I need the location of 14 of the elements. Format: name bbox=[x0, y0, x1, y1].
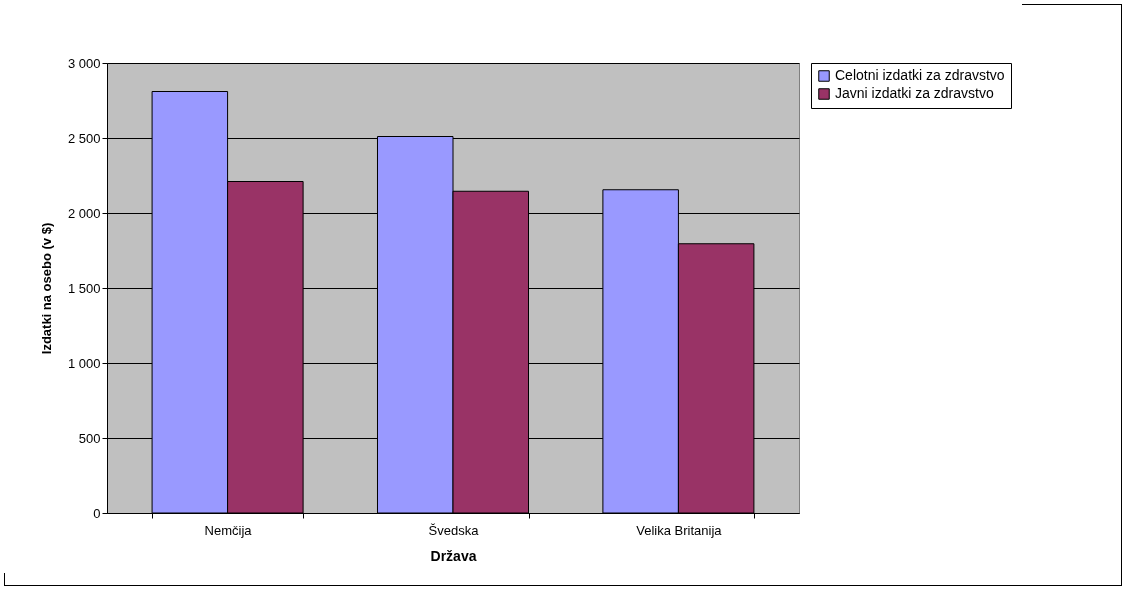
x-tick-label: Velika Britanija bbox=[636, 522, 723, 538]
x-axis-title: Država bbox=[430, 547, 477, 564]
legend-label: Celotni izdatki za zdravstvo bbox=[835, 67, 1005, 83]
y-tick-label: 2 500 bbox=[67, 130, 101, 146]
y-tick-label: 2 000 bbox=[67, 205, 101, 221]
legend-label: Javni izdatki za zdravstvo bbox=[835, 85, 994, 101]
y-tick-label: 0 bbox=[93, 505, 101, 521]
x-tick-label: Nemčija bbox=[204, 522, 253, 538]
x-tick-label: Švedska bbox=[428, 522, 480, 538]
y-axis-title: Izdatki na osebo (v $) bbox=[38, 222, 54, 355]
y-tick-label: 500 bbox=[78, 430, 101, 446]
y-tick-label: 1 000 bbox=[67, 355, 101, 371]
y-tick-label: 1 500 bbox=[67, 280, 101, 296]
y-tick-label: 3 000 bbox=[67, 55, 101, 71]
